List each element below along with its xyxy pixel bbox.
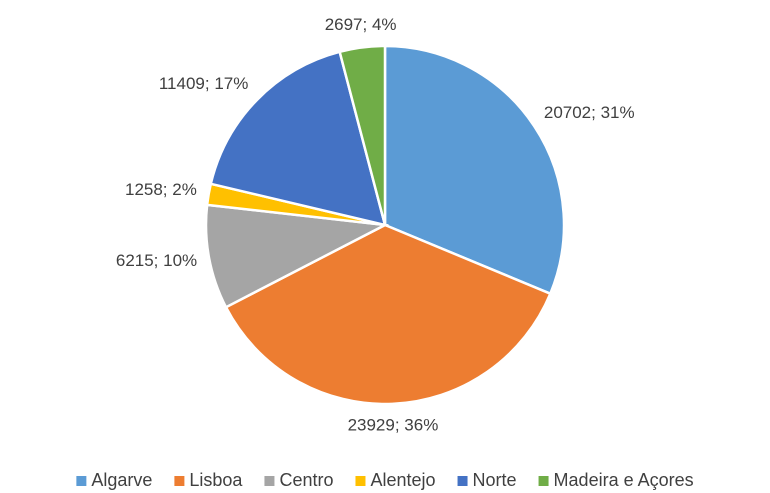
legend-label: Lisboa: [189, 470, 243, 490]
legend-swatch: [174, 476, 185, 486]
legend-swatch: [76, 476, 87, 486]
data-label: 11409; 17%: [159, 74, 248, 93]
legend-label: Algarve: [91, 470, 152, 490]
legend-swatch: [538, 476, 549, 486]
pie-slice: [204, 203, 390, 309]
pie-slice: [224, 223, 552, 406]
legend-label: Alentejo: [370, 470, 435, 490]
legend-swatch: [355, 476, 366, 486]
data-label: 20702; 31%: [544, 103, 635, 122]
legend-swatch: [457, 476, 468, 486]
legend-label: Centro: [279, 470, 333, 490]
legend-label: Norte: [473, 470, 517, 490]
data-label: 23929; 36%: [348, 415, 439, 434]
data-label: 1258; 2%: [125, 180, 197, 199]
legend-swatch: [264, 476, 275, 486]
legend-label: Madeira e Açores: [554, 470, 694, 490]
pie-slice: [383, 44, 566, 296]
data-label: 6215; 10%: [116, 251, 197, 270]
pie-slice: [209, 50, 387, 227]
pie-slice: [338, 44, 387, 226]
data-label: 2697; 4%: [325, 15, 397, 34]
legend: Algarve Lisboa Centro Alentejo Norte Madeira …: [76, 470, 694, 490]
